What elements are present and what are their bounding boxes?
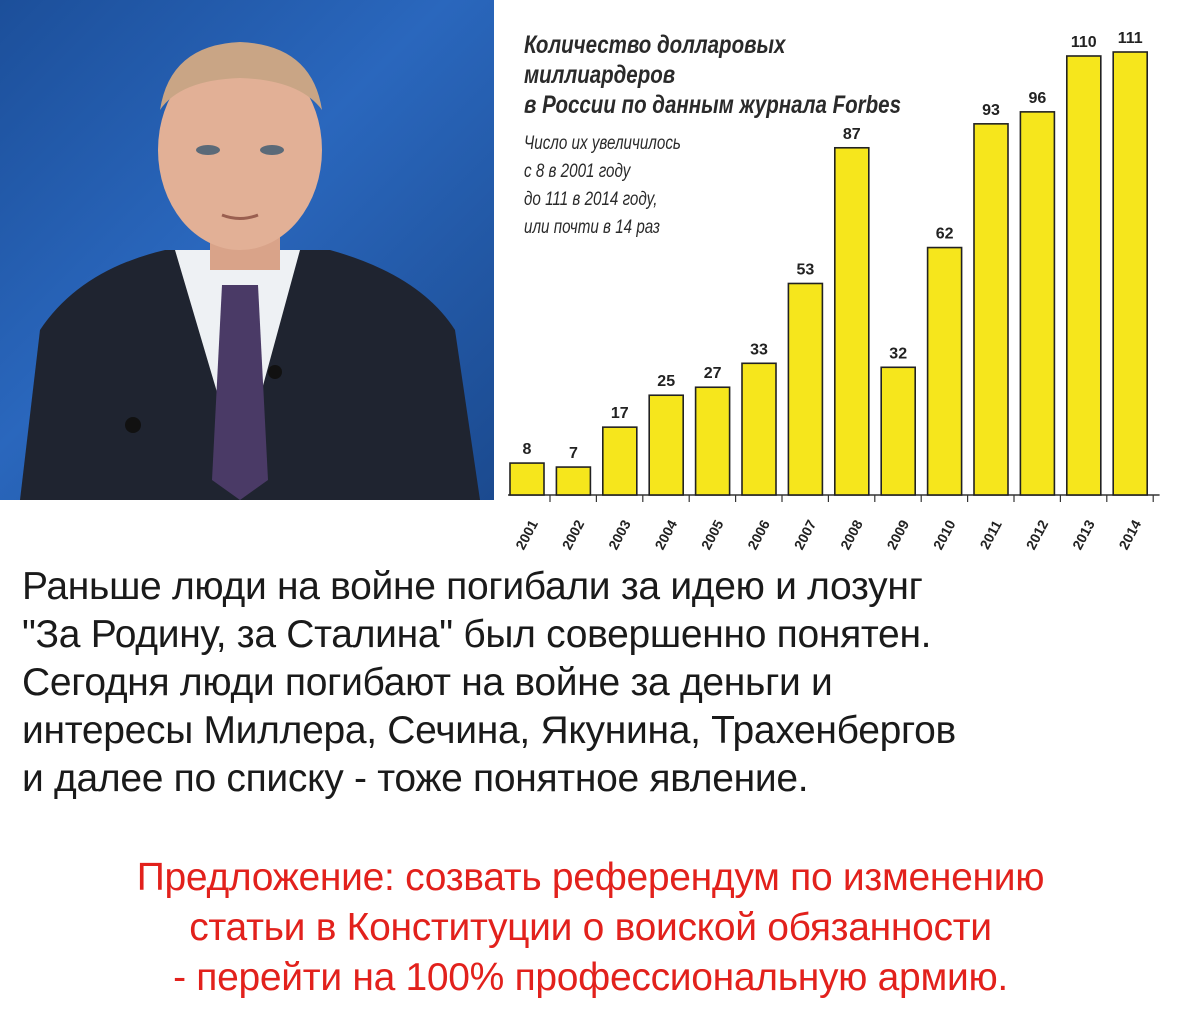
portrait-illustration xyxy=(20,42,480,500)
bar-2013 xyxy=(1065,55,1102,496)
body-line: интересы Миллера, Сечина, Якунина, Трахе… xyxy=(22,709,956,752)
bar-value-label: 62 xyxy=(936,226,954,243)
chart-title: Количество долларовых миллиардеров в Рос… xyxy=(524,30,909,120)
bar-2003 xyxy=(602,426,638,496)
bar-value-label: 32 xyxy=(889,345,907,362)
bar-value-label: 87 xyxy=(843,126,861,143)
bar-value-label: 27 xyxy=(704,365,722,382)
bar-value-label: 33 xyxy=(750,341,768,358)
bar-value-label: 7 xyxy=(569,445,578,462)
chart-title-line: в России по данным журнала Forbes xyxy=(524,91,901,119)
body-line: Раньше люди на войне погибали за идею и … xyxy=(22,565,923,608)
bar-2010 xyxy=(926,246,963,496)
bar-value-label: 110 xyxy=(1071,34,1097,51)
x-tick-label: 2011 xyxy=(976,517,1004,552)
x-tick-label: 2005 xyxy=(698,517,727,552)
x-tick-label: 2004 xyxy=(651,517,680,552)
x-tick-label: 2008 xyxy=(837,517,866,552)
body-paragraph: Раньше люди на войне погибали за идею и … xyxy=(22,563,1172,803)
chart-title-line: Количество долларовых миллиардеров xyxy=(524,31,786,89)
chart-annotation-line: до 111 в 2014 году, xyxy=(524,189,658,210)
portrait-photo xyxy=(0,0,494,500)
bar-2009 xyxy=(880,366,917,496)
chart-annotation-line: с 8 в 2001 году xyxy=(524,161,631,182)
bar-value-label: 93 xyxy=(982,102,1000,119)
bar-2001 xyxy=(509,462,545,496)
x-tick-label: 2013 xyxy=(1069,517,1098,552)
x-tick-label: 2003 xyxy=(605,517,634,552)
bar-2014 xyxy=(1112,51,1149,496)
x-tick-label: 2002 xyxy=(559,517,588,552)
bar-2002 xyxy=(555,466,592,496)
proposal-line: статьи в Конституции о воиской обязаннос… xyxy=(189,906,992,949)
bar-2011 xyxy=(973,123,1009,496)
bar-value-label: 8 xyxy=(523,441,532,458)
bar-value-label: 111 xyxy=(1118,30,1143,47)
x-tick-label: 2009 xyxy=(883,517,912,552)
bar-2006 xyxy=(741,362,777,496)
body-line: и далее по списку - тоже понятное явлени… xyxy=(22,757,809,800)
proposal-paragraph: Предложение: созвать референдум по измен… xyxy=(0,853,1181,1003)
x-tick-label: 2010 xyxy=(930,517,959,552)
x-tick-label: 2006 xyxy=(744,517,773,552)
bar-value-label: 96 xyxy=(1029,90,1047,107)
x-tick-label: 2012 xyxy=(1023,517,1052,552)
chart-annotation-line: Число их увеличилось xyxy=(524,133,681,154)
bar-value-label: 17 xyxy=(611,405,629,422)
x-tick-label: 2007 xyxy=(791,517,820,552)
bar-value-label: 53 xyxy=(797,261,815,278)
billionaires-bar-chart: 8 2001 7 2002 17 2003 25 2004 27 2005 33 2006 53 2007… xyxy=(508,30,1160,552)
body-line: Сегодня люди погибают на войне за деньги… xyxy=(22,661,833,704)
proposal-line: Предложение: созвать референдум по измен… xyxy=(136,856,1045,899)
bar-2007 xyxy=(787,282,824,496)
chart-annotation: Число их увеличилось с 8 в 2001 году до … xyxy=(524,130,732,242)
bar-2012 xyxy=(1019,111,1056,496)
bar-2008 xyxy=(833,146,870,496)
chart-area: 8 2001 7 2002 17 2003 25 2004 27 2005 33 2006 53 2007… xyxy=(500,0,1181,560)
bar-2005 xyxy=(694,386,731,496)
body-line: "За Родину, за Сталина" был совершенно п… xyxy=(22,613,932,656)
bar-value-label: 25 xyxy=(657,373,675,390)
chart-annotation-line: или почти в 14 раз xyxy=(524,217,660,238)
x-tick-label: 2001 xyxy=(512,517,541,552)
x-tick-label: 2014 xyxy=(1115,517,1144,552)
proposal-line: - перейти на 100% профессиональную армию… xyxy=(173,956,1008,999)
bar-2004 xyxy=(648,394,684,496)
